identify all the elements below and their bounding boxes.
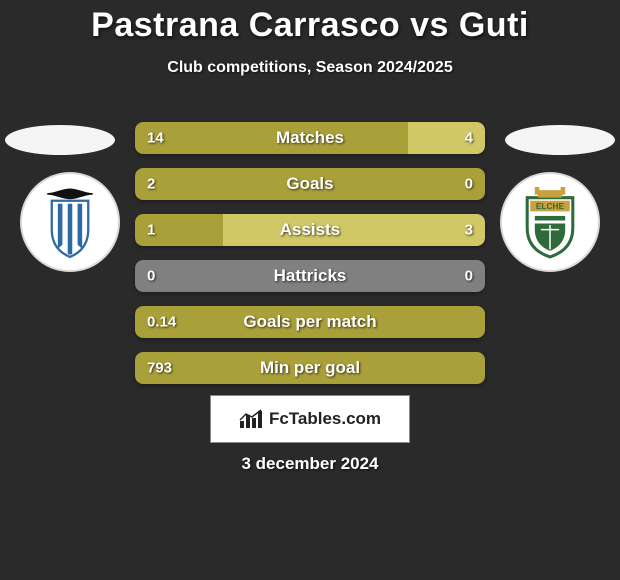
bar-chart-icon bbox=[239, 409, 263, 429]
subtitle: Club competitions, Season 2024/2025 bbox=[0, 59, 620, 77]
ellipse-left bbox=[5, 125, 115, 155]
stat-value-right: 4 bbox=[465, 130, 473, 147]
shield-icon bbox=[32, 184, 108, 260]
team-crest-left bbox=[20, 172, 120, 272]
footer-attribution: FcTables.com bbox=[210, 395, 410, 443]
stat-label: Goals per match bbox=[243, 312, 376, 332]
stat-value-left: 0 bbox=[147, 268, 155, 285]
stat-value-left: 14 bbox=[147, 130, 164, 147]
shield-icon: ELCHE bbox=[512, 184, 588, 260]
stat-value-right: 3 bbox=[465, 222, 473, 239]
stat-row: 0.14 Goals per match bbox=[135, 306, 485, 338]
stat-label: Assists bbox=[280, 220, 340, 240]
bar-fill-right bbox=[408, 122, 485, 154]
stat-label: Matches bbox=[276, 128, 344, 148]
stat-row: 2 0 Goals bbox=[135, 168, 485, 200]
stat-value-left: 793 bbox=[147, 360, 172, 377]
stat-value-right: 0 bbox=[465, 176, 473, 193]
stat-row: 14 4 Matches bbox=[135, 122, 485, 154]
bar-fill-left bbox=[135, 122, 408, 154]
page-title: Pastrana Carrasco vs Guti bbox=[0, 0, 620, 45]
stat-value-right: 0 bbox=[465, 268, 473, 285]
footer-text: FcTables.com bbox=[269, 409, 381, 429]
stat-label: Goals bbox=[286, 174, 333, 194]
date-label: 3 december 2024 bbox=[241, 454, 378, 474]
stat-label: Min per goal bbox=[260, 358, 360, 378]
bar-fill-right bbox=[223, 214, 486, 246]
stat-row: 0 0 Hattricks bbox=[135, 260, 485, 292]
stat-value-left: 1 bbox=[147, 222, 155, 239]
stat-label: Hattricks bbox=[274, 266, 347, 286]
ellipse-right bbox=[505, 125, 615, 155]
team-crest-right: ELCHE bbox=[500, 172, 600, 272]
stats-bars: 14 4 Matches 2 0 Goals 1 3 Assists 0 0 Hattricks 0.1… bbox=[135, 122, 485, 398]
stat-value-left: 2 bbox=[147, 176, 155, 193]
stat-row: 793 Min per goal bbox=[135, 352, 485, 384]
stat-row: 1 3 Assists bbox=[135, 214, 485, 246]
crest-text: ELCHE bbox=[536, 201, 565, 211]
stat-value-left: 0.14 bbox=[147, 314, 176, 331]
